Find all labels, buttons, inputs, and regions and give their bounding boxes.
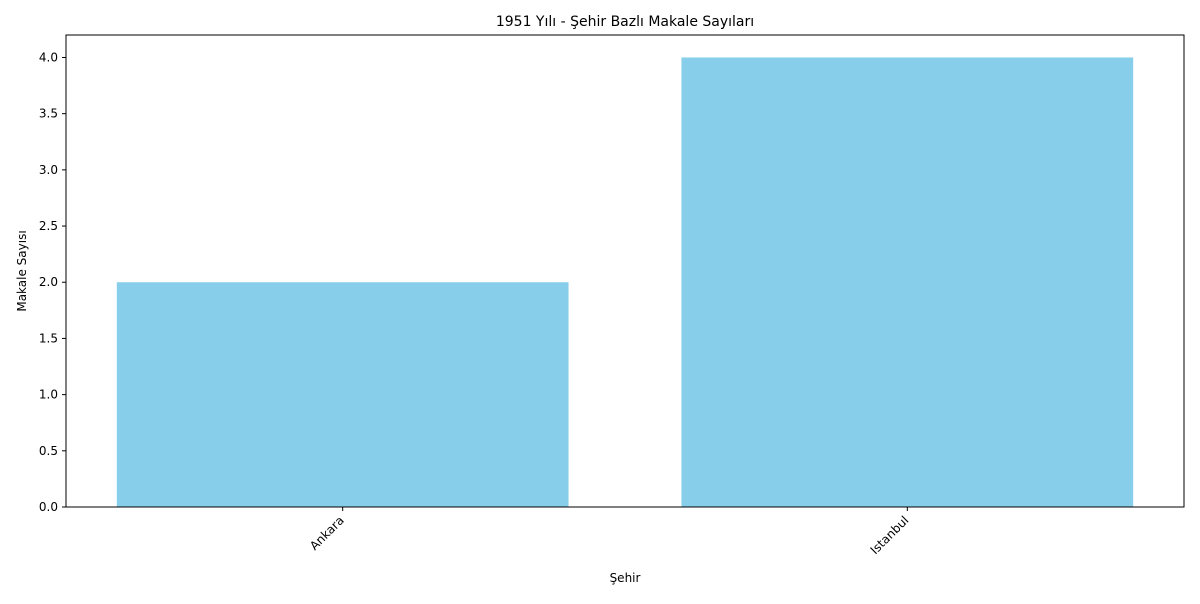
y-tick-label: 0.5 xyxy=(39,444,58,458)
y-tick-label: 3.5 xyxy=(39,107,58,121)
y-tick-label: 3.0 xyxy=(39,163,58,177)
y-axis-label: Makale Sayısı xyxy=(15,230,29,311)
y-tick-label: 4.0 xyxy=(39,50,58,64)
x-tick-label: Ankara xyxy=(307,513,347,553)
y-tick-label: 1.0 xyxy=(39,388,58,402)
x-axis-label: Şehir xyxy=(610,571,641,585)
x-ticks: Ankara Istanbul xyxy=(307,507,911,557)
chart-title: 1951 Yılı - Şehir Bazlı Makale Sayıları xyxy=(496,14,754,30)
plot-frame xyxy=(65,34,1185,508)
y-tick-label: 0.0 xyxy=(39,500,58,514)
bar-istanbul xyxy=(681,57,1134,507)
y-tick-label: 2.0 xyxy=(39,275,58,289)
y-tick-label: 2.5 xyxy=(39,219,58,233)
bar-ankara xyxy=(116,282,569,507)
bars-layer xyxy=(116,57,1134,507)
x-tick-label: Istanbul xyxy=(868,513,912,557)
y-tick-label: 1.5 xyxy=(39,331,58,345)
y-ticks: 0.0 0.5 1.0 1.5 2.0 2.5 3.0 3.5 4.0 xyxy=(39,50,66,514)
